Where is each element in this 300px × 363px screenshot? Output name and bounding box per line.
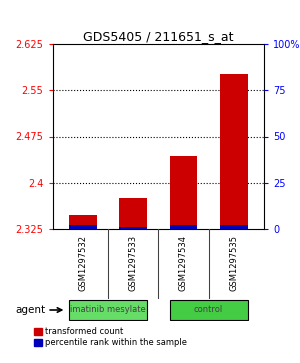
Bar [69, 300, 147, 320]
Bar [220, 225, 248, 229]
Text: control: control [194, 305, 223, 314]
Bar [220, 74, 248, 229]
Text: agent: agent [16, 305, 46, 315]
Text: GSM1297532: GSM1297532 [78, 234, 87, 291]
Text: GSM1297535: GSM1297535 [229, 234, 238, 291]
Bar [169, 225, 197, 229]
Bar [119, 227, 147, 229]
Text: imatinib mesylate: imatinib mesylate [70, 305, 146, 314]
Title: GDS5405 / 211651_s_at: GDS5405 / 211651_s_at [83, 30, 233, 43]
Bar [119, 197, 147, 229]
Bar [169, 300, 247, 320]
Bar [69, 225, 97, 229]
Bar [169, 156, 197, 229]
Text: GSM1297534: GSM1297534 [179, 234, 188, 291]
Bar [69, 215, 97, 229]
Legend: transformed count, percentile rank within the sample: transformed count, percentile rank withi… [34, 327, 187, 347]
Text: GSM1297533: GSM1297533 [129, 234, 138, 291]
